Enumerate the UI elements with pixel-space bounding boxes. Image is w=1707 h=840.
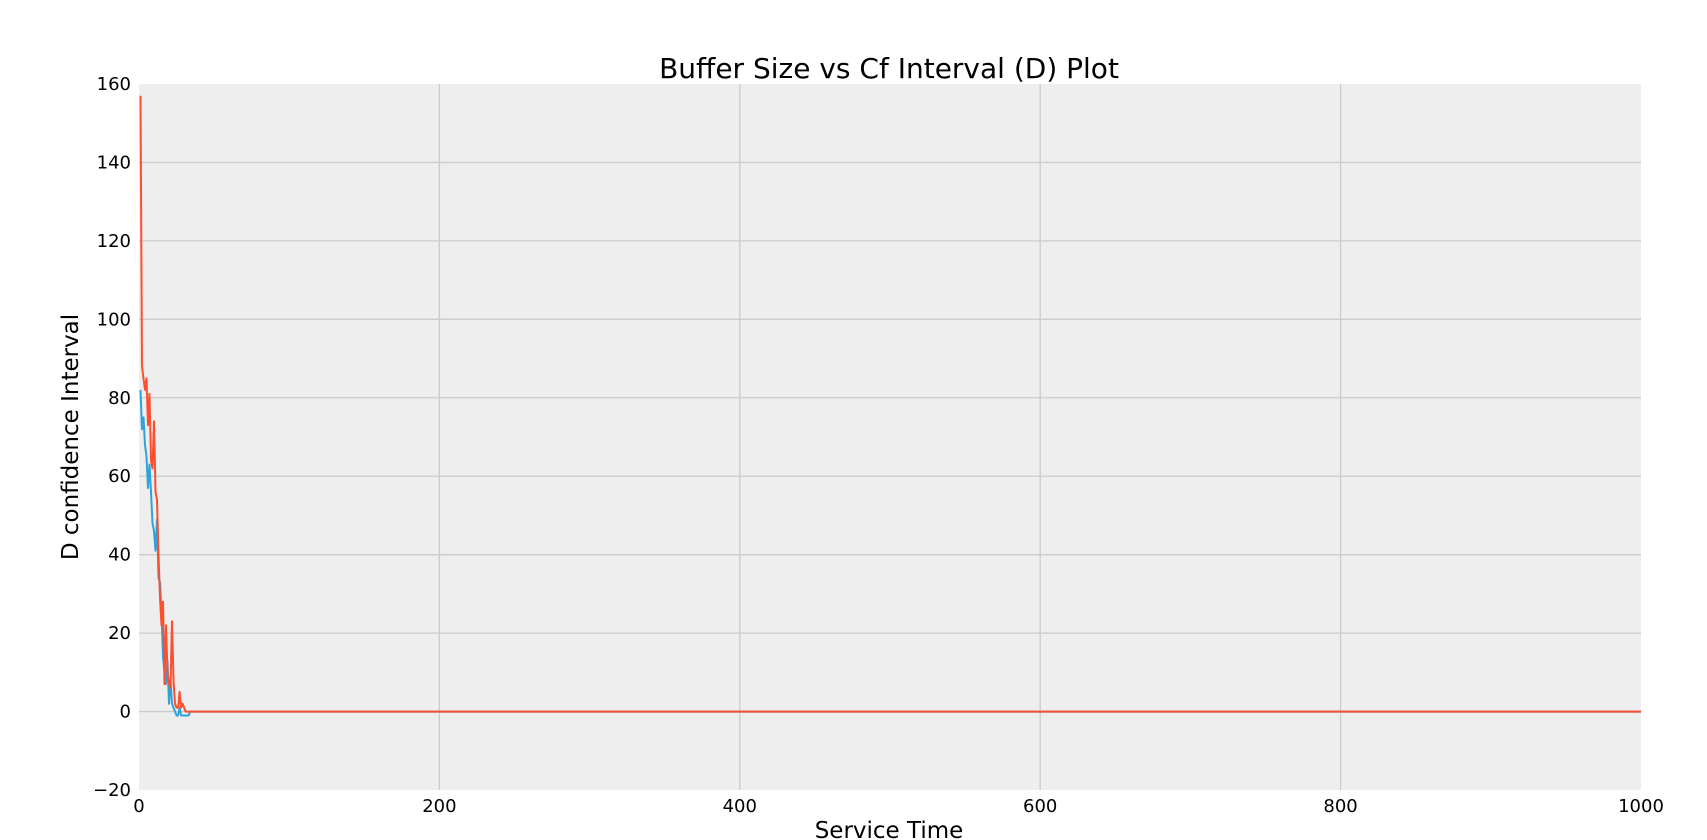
series-lines <box>139 95 1641 717</box>
x-tick-label: 0 <box>133 796 144 817</box>
x-tick-labels: 0 200 400 600 800 1000 <box>133 796 1664 817</box>
x-tick-label: 1000 <box>1618 796 1664 817</box>
x-axis-label: Service Time <box>815 818 964 840</box>
x-tick-label: 200 <box>422 796 456 817</box>
x-tick-label: 800 <box>1323 796 1357 817</box>
y-tick-label: 0 <box>120 702 131 723</box>
y-tick-label: 40 <box>108 545 131 566</box>
chart-title: Buffer Size vs Cf Interval (D) Plot <box>659 52 1119 85</box>
y-axis-label: D confidence Interval <box>58 314 84 560</box>
x-tick-label: 600 <box>1023 796 1057 817</box>
plot-background <box>139 84 1641 790</box>
y-tick-label: 80 <box>108 388 131 409</box>
y-tick-labels: −20 0 20 40 60 80 100 120 140 160 <box>93 74 131 801</box>
y-tick-label: 160 <box>97 74 131 95</box>
y-tick-label: 20 <box>108 623 131 644</box>
y-tick-label: 100 <box>97 309 131 330</box>
y-tick-label: 140 <box>97 152 131 173</box>
y-tick-label: 120 <box>97 231 131 252</box>
y-tick-label: −20 <box>93 780 131 801</box>
y-tick-label: 60 <box>108 466 131 487</box>
series-line-2 <box>139 95 1641 713</box>
x-tick-label: 400 <box>723 796 757 817</box>
